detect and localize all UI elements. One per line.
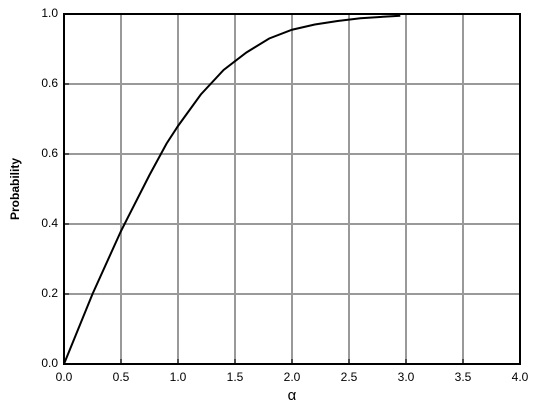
y-axis-label: Probability (8, 158, 22, 220)
x-tick-label: 2.5 (341, 370, 358, 384)
y-tick-label: 0.0 (41, 356, 58, 370)
y-tick-label: 0.4 (41, 216, 58, 230)
x-tick-label: 2.0 (284, 370, 301, 384)
x-tick-label: 3.0 (398, 370, 415, 384)
plot-frame (63, 13, 521, 365)
y-tick-label: 0.6 (41, 146, 58, 160)
x-axis-label: α (288, 387, 297, 404)
x-tick-label: 1.5 (227, 370, 244, 384)
curve (63, 14, 401, 365)
x-tick-label: 0.0 (56, 370, 73, 384)
x-tick-label: 4.0 (512, 370, 529, 384)
x-tick-label: 0.5 (113, 370, 130, 384)
y-tick-label: 0.2 (41, 286, 58, 300)
y-tick-label: 0.6 (41, 76, 58, 90)
x-tick-label: 3.5 (455, 370, 472, 384)
x-tick-label: 1.0 (170, 370, 187, 384)
y-tick-label: 1.0 (41, 6, 58, 20)
